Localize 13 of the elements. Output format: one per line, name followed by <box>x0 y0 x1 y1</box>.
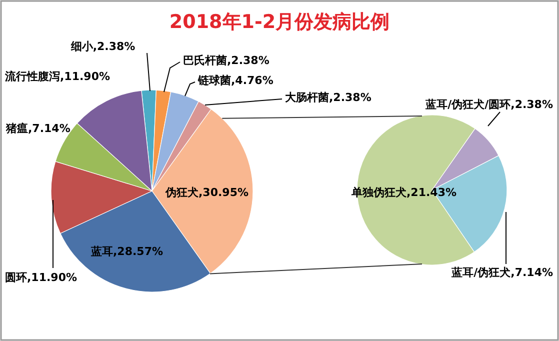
slice-label: 蓝耳/伪狂犬/圆环,2.38% <box>424 98 553 111</box>
chart-title: 2018年1-2月份发病比例 <box>169 11 390 33</box>
slice-label: 伪狂犬,30.95% <box>164 186 248 199</box>
slice-label: 蓝耳,28.57% <box>90 245 163 258</box>
slice-label: 流行性腹泻,11.90% <box>4 70 110 83</box>
slice-label: 细小,2.38% <box>70 40 136 53</box>
slice-label: 链球菌,4.76% <box>197 74 274 87</box>
slice-label: 圆环,11.90% <box>5 271 77 284</box>
slice-label: 单独伪狂犬,21.43% <box>350 186 456 199</box>
slice-label: 巴氏杆菌,2.38% <box>183 54 270 67</box>
slice-label: 蓝耳/伪狂犬,7.14% <box>450 266 553 279</box>
slice-label: 大肠杆菌,2.38% <box>285 91 372 104</box>
slice-label: 猪瘟,7.14% <box>5 122 70 135</box>
